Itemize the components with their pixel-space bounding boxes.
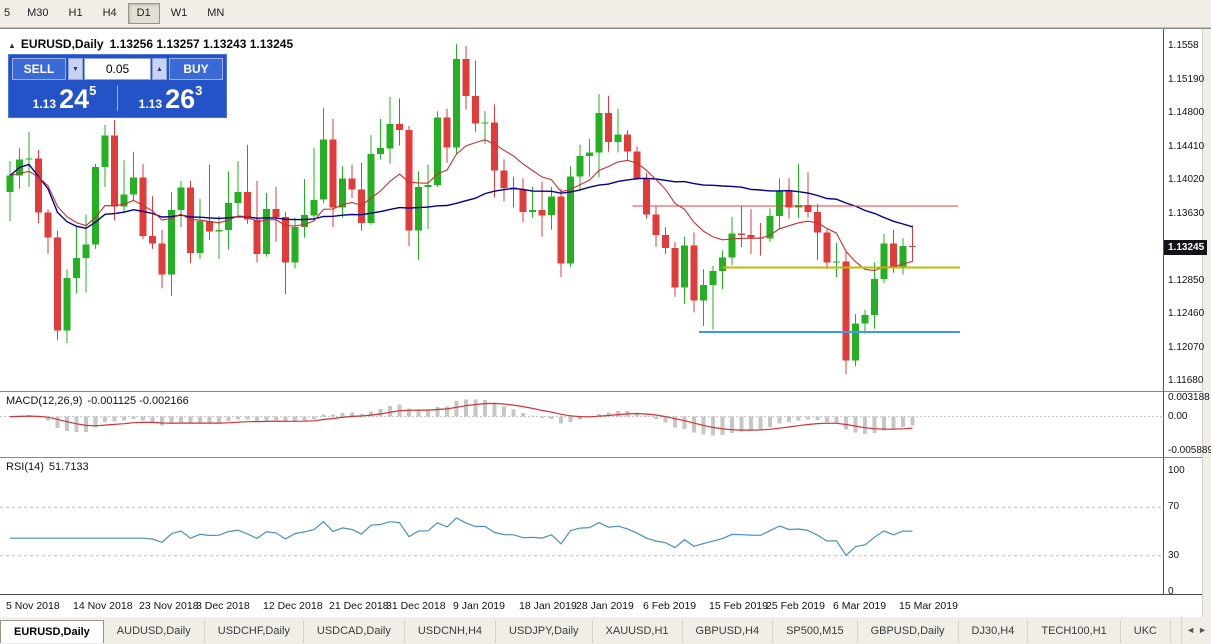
- chart-symbol: EURUSD,Daily: [20, 37, 104, 51]
- price-axis-label: 1.15190: [1168, 73, 1205, 85]
- chart-tab-gbpusd-daily[interactable]: GBPUSD,Daily: [858, 620, 959, 643]
- macd-axis-label: -0.005889: [1168, 445, 1211, 456]
- rsi-axis-label: 70: [1168, 501, 1180, 513]
- price-axis-label: 1.14020: [1168, 174, 1205, 185]
- chart-tabs-bar: EURUSD,Daily AUDUSD,Daily USDCHF,Daily USDC…: [0, 617, 1211, 644]
- date-axis-label: 21 Dec 2018: [329, 600, 389, 612]
- price-axis-label: 1.12460: [1168, 308, 1205, 319]
- sell-price-sup: 5: [89, 82, 97, 98]
- tf-button-mn[interactable]: MN: [198, 3, 233, 24]
- tf-button-5[interactable]: 5: [0, 3, 16, 24]
- rsi-value: 51.7133: [48, 461, 89, 473]
- macd-name: MACD(12,26,9): [6, 395, 83, 407]
- date-axis-label: 15 Mar 2019: [899, 600, 958, 612]
- pane-separator[interactable]: [0, 457, 1211, 458]
- tf-button-h1[interactable]: H1: [60, 3, 92, 24]
- price-chart-canvas[interactable]: ▲ EURUSD,Daily 1.13256 1.13257 1.13243 1.1…: [0, 30, 1163, 391]
- current-price-badge: 1.13245: [1164, 240, 1207, 255]
- sell-button[interactable]: SELL: [12, 58, 66, 80]
- macd-axis-label: 0.003188: [1168, 392, 1210, 403]
- buy-price-sup: 3: [195, 82, 203, 98]
- buy-button[interactable]: BUY: [169, 58, 223, 80]
- rsi-plot: [0, 506, 1163, 557]
- tf-button-h4[interactable]: H4: [94, 3, 126, 24]
- chart-tab-ukc[interactable]: UKC: [1121, 620, 1171, 643]
- price-axis-label: 1.12070: [1168, 341, 1205, 353]
- time-axis-line: [0, 594, 1211, 595]
- buy-price[interactable]: 1.13 263: [118, 83, 223, 114]
- chart-tab-usdjpy-daily[interactable]: USDJPY,Daily: [496, 620, 593, 643]
- tf-button-m30[interactable]: M30: [18, 3, 57, 24]
- rsi-label: RSI(14) 51.7133: [6, 461, 89, 473]
- trade-prices-row: 1.13 245 1.13 263: [12, 81, 223, 115]
- price-axis-label: 1.13630: [1168, 207, 1205, 219]
- date-axis-label: 18 Jan 2019: [519, 600, 577, 612]
- date-axis-label: 15 Feb 2019: [709, 600, 768, 612]
- sell-price-prefix: 1.13: [32, 96, 56, 111]
- chart-tab-usdchf-daily[interactable]: USDCHF,Daily: [205, 620, 304, 643]
- chart-tab-sp500-m15[interactable]: SP500,M15: [773, 620, 858, 643]
- price-axis[interactable]: 1.1558 1.15190 1.14800 1.14410 1.14020 1.1363…: [1163, 29, 1211, 597]
- chart-tab-tech100-h1[interactable]: TECH100,H1: [1028, 620, 1121, 643]
- chart-tab-xauusd-h1[interactable]: XAUUSD,H1: [593, 620, 683, 643]
- price-axis-label: 1.1558: [1168, 40, 1199, 51]
- buy-price-prefix: 1.13: [138, 96, 162, 111]
- date-axis-label: 3 Dec 2018: [196, 600, 250, 612]
- macd-axis-label: 0.00: [1168, 410, 1188, 422]
- candlestick-plot: [6, 44, 960, 375]
- chart-tab-dj30-h4[interactable]: DJ30,H4: [959, 620, 1029, 643]
- date-axis-label: 6 Feb 2019: [643, 600, 697, 612]
- sell-price[interactable]: 1.13 245: [12, 83, 117, 114]
- price-axis-label: 1.12850: [1168, 274, 1205, 286]
- date-axis-label: 5 Nov 2018: [6, 600, 60, 612]
- macd-values: -0.001125 -0.002166: [87, 395, 189, 407]
- rsi-axis-label: 100: [1168, 465, 1185, 476]
- rsi-axis-label: 0: [1168, 586, 1174, 597]
- chart-tab-usdcad-daily[interactable]: USDCAD,Daily: [304, 620, 405, 643]
- collapse-icon[interactable]: ▲: [8, 41, 16, 50]
- tab-scroll-right-icon[interactable]: ►: [1198, 625, 1207, 635]
- chart-ohlc-values: 1.13256 1.13257 1.13243 1.13245: [109, 37, 294, 51]
- date-axis-label: 23 Nov 2018: [139, 600, 199, 612]
- tf-button-d1[interactable]: D1: [127, 3, 160, 24]
- trade-controls-row: SELL ▼ ▲ BUY: [12, 58, 223, 80]
- chart-tab-usdcnh-h4[interactable]: USDCNH,H4: [405, 620, 497, 643]
- chart-tab-gbpusd-h4[interactable]: GBPUSD,H4: [683, 620, 774, 643]
- macd-label: MACD(12,26,9) -0.001125 -0.002166: [6, 395, 189, 407]
- macd-plot: [0, 399, 1163, 436]
- price-axis-label: 1.14800: [1168, 107, 1205, 118]
- date-axis-label: 14 Nov 2018: [73, 600, 133, 612]
- price-axis-label: 1.14410: [1168, 140, 1205, 152]
- date-axis-label: 31 Dec 2018: [386, 600, 446, 612]
- tab-scroll-nav: ◄ ►: [1181, 617, 1211, 644]
- macd-pane[interactable]: MACD(12,26,9) -0.001125 -0.002166: [0, 392, 1163, 457]
- sell-price-big: 24: [59, 83, 90, 114]
- pane-separator[interactable]: [0, 391, 1211, 392]
- date-axis-label: 9 Jan 2019: [453, 600, 505, 612]
- chart-window: ▲ EURUSD,Daily 1.13256 1.13257 1.13243 1.1…: [0, 28, 1211, 617]
- chart-title: ▲ EURUSD,Daily 1.13256 1.13257 1.13243 1.1…: [8, 37, 293, 51]
- one-click-trading-panel: SELL ▼ ▲ BUY 1.13 245 1.13 263: [8, 54, 227, 118]
- time-axis[interactable]: 5 Nov 2018 14 Nov 2018 23 Nov 2018 3 Dec 20…: [0, 595, 1211, 617]
- chart-tab-eurusd-daily[interactable]: EURUSD,Daily: [0, 620, 104, 643]
- tab-scroll-left-icon[interactable]: ◄: [1186, 625, 1196, 635]
- rsi-name: RSI(14): [6, 461, 44, 473]
- chart-scrollbar[interactable]: [1202, 29, 1211, 617]
- timeframe-toolbar: 5 M30 H1 H4 D1 W1 MN: [0, 0, 1211, 28]
- price-axis-label: 1.11680: [1168, 375, 1204, 386]
- tf-button-w1[interactable]: W1: [162, 3, 197, 24]
- chart-tab-audusd-daily[interactable]: AUDUSD,Daily: [104, 620, 205, 643]
- date-axis-label: 25 Feb 2019: [766, 600, 825, 612]
- date-axis-label: 12 Dec 2018: [263, 600, 323, 612]
- rsi-pane[interactable]: RSI(14) 51.7133: [0, 458, 1163, 594]
- buy-price-big: 26: [165, 83, 196, 114]
- date-axis-label: 28 Jan 2019: [576, 600, 634, 612]
- date-axis-label: 6 Mar 2019: [833, 600, 887, 612]
- lot-increase-button[interactable]: ▲: [152, 58, 167, 80]
- lot-decrease-button[interactable]: ▼: [68, 58, 83, 80]
- rsi-axis-label: 30: [1168, 549, 1180, 561]
- price-divider: [117, 85, 118, 111]
- lot-size-input[interactable]: [84, 58, 151, 80]
- lot-size-control: ▼ ▲: [68, 58, 167, 80]
